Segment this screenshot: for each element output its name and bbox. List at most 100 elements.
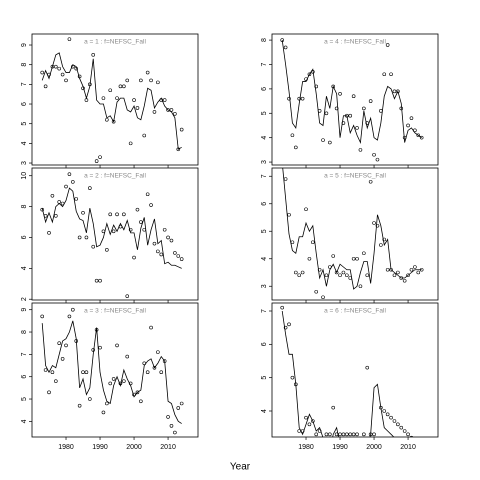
observed-point [402, 278, 407, 283]
observed-point [300, 96, 305, 101]
observed-point [409, 116, 414, 120]
observed-point [94, 159, 99, 163]
observed-point [108, 212, 113, 217]
observed-point [283, 325, 288, 330]
observed-point [389, 72, 393, 77]
observed-point [311, 240, 315, 245]
observed-point [54, 214, 58, 218]
observed-point [50, 193, 55, 198]
observed-point [132, 98, 136, 102]
fit-line [41, 187, 182, 269]
y-tick-label: 5 [261, 111, 268, 115]
observed-point [67, 314, 72, 319]
observed-point [98, 278, 102, 283]
observed-point [331, 405, 336, 410]
observed-point [101, 229, 106, 234]
observed-point [81, 370, 85, 375]
y-tick-label: 6 [261, 87, 268, 91]
observed-point [139, 78, 143, 83]
y-tick-label: 5 [261, 229, 268, 233]
y-tick-label: 4 [21, 266, 28, 270]
observed-point [173, 430, 177, 435]
observed-point [166, 415, 170, 419]
y-tick-label: 9 [21, 308, 28, 312]
observed-point [328, 432, 332, 437]
observed-point [156, 80, 160, 85]
y-tick-label: 3 [21, 161, 28, 165]
observed-point [64, 343, 68, 348]
observed-point [152, 365, 157, 370]
observed-point [105, 248, 109, 252]
observed-point [294, 382, 298, 387]
observed-point [287, 322, 291, 327]
observed-point [304, 415, 308, 420]
observed-point [169, 424, 174, 428]
observed-point [334, 432, 339, 437]
y-tick-label: 6 [261, 202, 268, 206]
observed-point [389, 267, 393, 272]
observed-point [287, 96, 291, 101]
observed-point [88, 186, 92, 190]
observed-point [71, 64, 75, 69]
y-tick-label: 5 [21, 397, 28, 401]
observed-point [396, 270, 400, 275]
observed-point [173, 112, 177, 116]
panel-title: a = 4 : f=NEFSC_Fall [324, 39, 386, 46]
observed-point [128, 381, 133, 386]
observed-point [280, 305, 285, 310]
observed-point [324, 111, 329, 116]
observed-point [406, 123, 410, 128]
observed-point [365, 273, 370, 278]
y-tick-label: 4 [261, 136, 268, 140]
panel-frame [271, 302, 439, 438]
observed-point [81, 210, 85, 215]
observed-point [74, 339, 79, 343]
observed-point [84, 98, 89, 102]
observed-point [98, 345, 102, 350]
observed-point [152, 241, 157, 246]
observed-point [322, 440, 325, 443]
observed-point [88, 397, 92, 401]
observed-point [399, 276, 404, 280]
observed-point [118, 84, 123, 89]
y-tick-label: 7 [21, 352, 28, 356]
observed-point [64, 184, 68, 189]
observed-point [132, 392, 136, 397]
observed-point [50, 370, 55, 375]
observed-point [60, 357, 65, 361]
observed-point [156, 249, 160, 254]
panel-frame [31, 302, 199, 438]
observed-point [297, 429, 302, 433]
y-tick-label: 3 [261, 160, 268, 164]
observed-point [43, 84, 48, 89]
y-tick-label: 4 [21, 419, 28, 423]
observed-point [135, 106, 140, 110]
panel-frame [31, 33, 199, 166]
observed-point [290, 375, 295, 380]
fit-line [41, 320, 182, 424]
observed-point [338, 432, 342, 437]
observed-point [77, 74, 82, 79]
observed-point [348, 276, 353, 280]
y-tick-label: 7 [261, 62, 268, 66]
y-tick-label: 8 [21, 205, 28, 209]
observed-point [179, 257, 184, 261]
observed-point [331, 254, 336, 258]
observed-point [47, 390, 51, 395]
observed-point [419, 267, 424, 272]
observed-point [88, 82, 92, 87]
observed-point [105, 401, 109, 406]
observed-point [111, 229, 116, 234]
observed-point [125, 78, 130, 83]
observed-point [71, 180, 75, 184]
x-tick-label: 1990 [92, 444, 108, 451]
observed-point [382, 237, 387, 242]
observed-point [105, 117, 109, 122]
observed-point [294, 145, 298, 150]
observed-point [314, 289, 319, 294]
observed-point [341, 432, 346, 437]
observed-point [338, 91, 342, 96]
panel-title: a = 2 : f=NEFSC_Fall [84, 173, 146, 180]
observed-point [385, 412, 390, 417]
observed-point [91, 348, 96, 352]
